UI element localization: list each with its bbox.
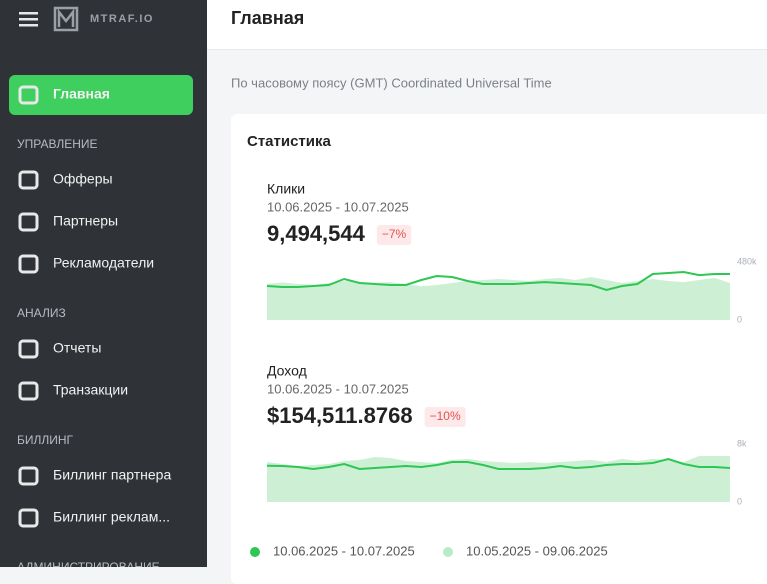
y-tick-label: 8k <box>737 438 747 448</box>
logo-mark <box>53 6 79 32</box>
menu-item[interactable]: Партнеры <box>53 213 118 229</box>
top-bar <box>207 0 767 50</box>
menu-item[interactable]: Главная <box>53 86 110 102</box>
legend-label[interactable]: 10.06.2025 - 10.07.2025 <box>273 543 415 558</box>
menu-icon <box>18 339 39 359</box>
legend-swatch <box>443 547 453 557</box>
menu-icon <box>18 466 39 486</box>
legend-label[interactable]: 10.05.2025 - 09.06.2025 <box>466 543 608 558</box>
y-tick-label: 480k <box>737 256 757 266</box>
change-value: −7% <box>382 227 407 241</box>
current-line <box>266 270 730 292</box>
current-line <box>266 457 731 471</box>
menu-icon <box>18 254 39 274</box>
page-title: Главная <box>231 8 304 28</box>
change-badge <box>376 225 412 245</box>
change-value: −10% <box>430 409 461 423</box>
sidebar: MTRAF.IO Главная УПРАВЛЕНИЕ Офферы Партнеры… <box>0 0 207 567</box>
menu-item[interactable]: Биллинг реклам... <box>53 509 170 525</box>
menu-section: УПРАВЛЕНИЕ <box>17 137 98 151</box>
menu-item[interactable]: Транзакции <box>53 382 128 398</box>
menu-section: АДМИНИСТРИРОВАНИЕ <box>17 560 160 567</box>
y-tick-label: 0 <box>737 496 742 506</box>
sidebar-canvas: MTRAF.IO Главная УПРАВЛЕНИЕ Офферы Партнеры… <box>9 6 193 567</box>
timezone-note: По часовому поясу (GMT) Coordinated Univ… <box>231 75 552 90</box>
stat-title: Клики <box>267 181 305 197</box>
legend-swatch <box>250 547 260 557</box>
brand: MTRAF.IO <box>90 13 154 25</box>
menu-icon <box>18 508 39 528</box>
menu-toggle[interactable] <box>19 12 38 27</box>
previous-area <box>267 456 730 502</box>
menu-item[interactable]: Рекламодатели <box>53 255 154 271</box>
stat-total: $154,511.8768 <box>267 403 413 428</box>
menu-item[interactable]: Отчеты <box>53 340 101 356</box>
menu-section: БИЛЛИНГ <box>17 433 74 447</box>
menu-icon <box>18 212 39 232</box>
y-tick-label: 0 <box>737 314 742 324</box>
menu-item[interactable]: Биллинг партнера <box>53 467 171 483</box>
stats-card <box>231 114 767 584</box>
change-badge <box>424 407 466 427</box>
card-title: Статистика <box>247 133 332 150</box>
stat-period: 10.06.2025 - 10.07.2025 <box>267 199 409 214</box>
menu-icon <box>18 170 39 190</box>
stat-title: Доход <box>267 363 307 379</box>
stat-period: 10.06.2025 - 10.07.2025 <box>267 381 409 396</box>
menu-section: АНАЛИЗ <box>17 306 66 320</box>
menu-item[interactable]: Офферы <box>53 171 113 187</box>
menu-icon <box>18 381 39 401</box>
stat-total: 9,494,544 <box>267 221 366 246</box>
main-canvas: Главная По часовому поясу (GMT) Coordina… <box>231 8 757 559</box>
active-highlight[interactable] <box>9 75 193 115</box>
menu-icon <box>18 85 39 105</box>
